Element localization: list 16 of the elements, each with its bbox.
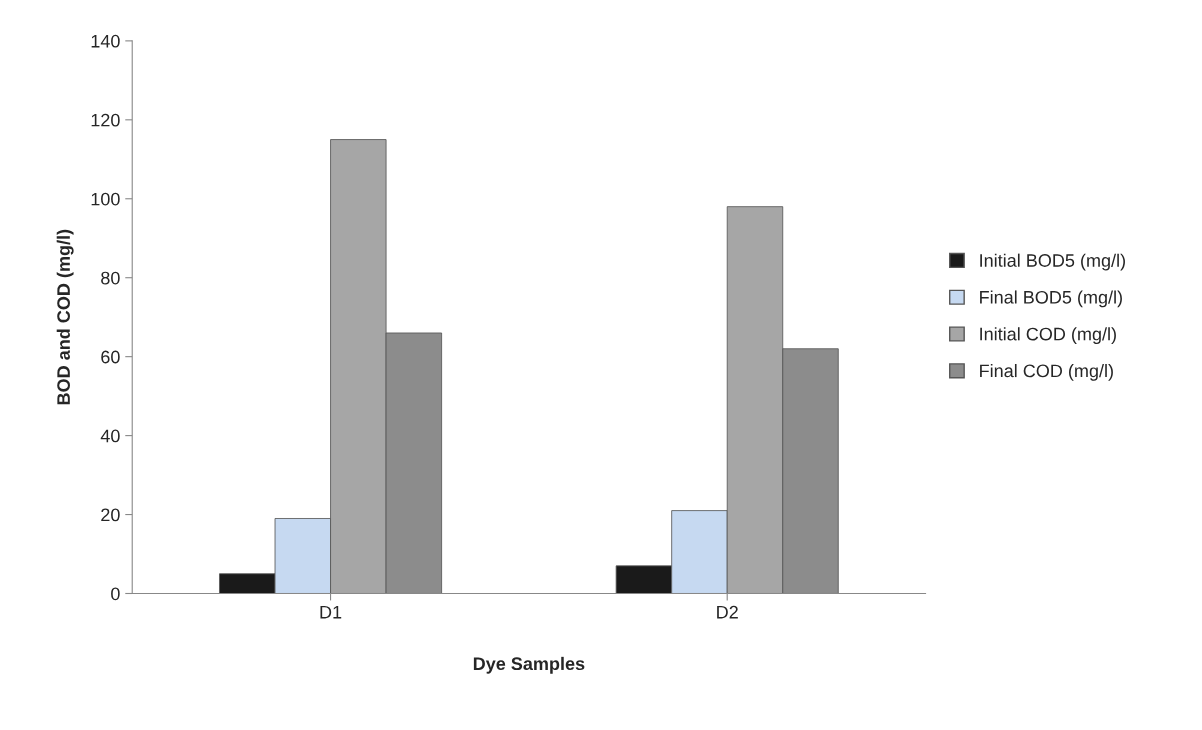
- legend-label: Final COD (mg/l): [980, 364, 1113, 381]
- y-tick-label: 120: [91, 113, 120, 127]
- x-tick-label: D1: [320, 605, 342, 619]
- legend-label: Initial BOD5 (mg/l): [980, 253, 1125, 271]
- x-tick-label: D2: [717, 605, 738, 619]
- y-axis-title: BOD and COD (mg/l): [56, 229, 74, 405]
- y-tick-label: 140: [91, 34, 120, 48]
- y-tick-label: 20: [101, 508, 120, 522]
- y-tick-label: 100: [91, 192, 120, 206]
- y-tick-label: 80: [101, 271, 120, 285]
- y-tick-label: 0: [111, 587, 120, 601]
- x-axis-title: Dye Samples: [473, 656, 585, 674]
- legend-label: Final BOD5 (mg/l): [980, 290, 1122, 308]
- y-tick-label: 60: [101, 350, 120, 364]
- y-tick-label: 40: [100, 429, 120, 443]
- legend-label: Initial COD (mg/l): [980, 327, 1116, 345]
